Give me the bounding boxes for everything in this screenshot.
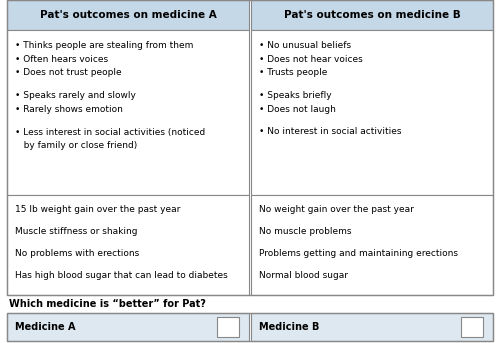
Bar xyxy=(251,0,493,30)
Bar xyxy=(251,30,493,195)
Text: Medicine A: Medicine A xyxy=(15,322,76,332)
Text: • Speaks rarely and slowly: • Speaks rarely and slowly xyxy=(15,91,136,100)
Text: • No unusual beliefs: • No unusual beliefs xyxy=(259,41,351,50)
Bar xyxy=(7,313,493,341)
Text: • Thinks people are stealing from them: • Thinks people are stealing from them xyxy=(15,41,194,50)
Text: 15 lb weight gain over the past year: 15 lb weight gain over the past year xyxy=(15,205,180,214)
Text: Problems getting and maintaining erections: Problems getting and maintaining erectio… xyxy=(259,249,458,258)
Text: Muscle stiffness or shaking: Muscle stiffness or shaking xyxy=(15,227,138,236)
Text: No weight gain over the past year: No weight gain over the past year xyxy=(259,205,414,214)
Bar xyxy=(461,317,483,337)
Bar xyxy=(251,313,493,341)
Text: Medicine B: Medicine B xyxy=(259,322,320,332)
Text: • Speaks briefly: • Speaks briefly xyxy=(259,91,332,100)
Text: Pat's outcomes on medicine B: Pat's outcomes on medicine B xyxy=(284,10,461,20)
Bar xyxy=(7,313,249,341)
Text: • No interest in social activities: • No interest in social activities xyxy=(259,128,402,137)
Text: • Less interest in social activities (noticed: • Less interest in social activities (no… xyxy=(15,128,206,137)
Text: • Rarely shows emotion: • Rarely shows emotion xyxy=(15,105,123,114)
Bar xyxy=(217,317,239,337)
Text: • Trusts people: • Trusts people xyxy=(259,68,328,77)
Text: Normal blood sugar: Normal blood sugar xyxy=(259,271,348,280)
Text: • Often hears voices: • Often hears voices xyxy=(15,55,108,63)
Text: • Does not trust people: • Does not trust people xyxy=(15,68,122,77)
Text: Which medicine is “better” for Pat?: Which medicine is “better” for Pat? xyxy=(9,299,206,309)
Text: No muscle problems: No muscle problems xyxy=(259,227,352,236)
Bar xyxy=(251,195,493,295)
Text: by family or close friend): by family or close friend) xyxy=(15,141,137,150)
Text: • Does not laugh: • Does not laugh xyxy=(259,105,336,114)
Text: • Does not hear voices: • Does not hear voices xyxy=(259,55,363,63)
Text: Has high blood sugar that can lead to diabetes: Has high blood sugar that can lead to di… xyxy=(15,271,228,280)
Bar xyxy=(7,30,249,195)
Text: Pat's outcomes on medicine A: Pat's outcomes on medicine A xyxy=(40,10,216,20)
Bar xyxy=(7,195,249,295)
Text: No problems with erections: No problems with erections xyxy=(15,249,139,258)
Bar xyxy=(7,0,249,30)
Bar xyxy=(7,0,493,295)
